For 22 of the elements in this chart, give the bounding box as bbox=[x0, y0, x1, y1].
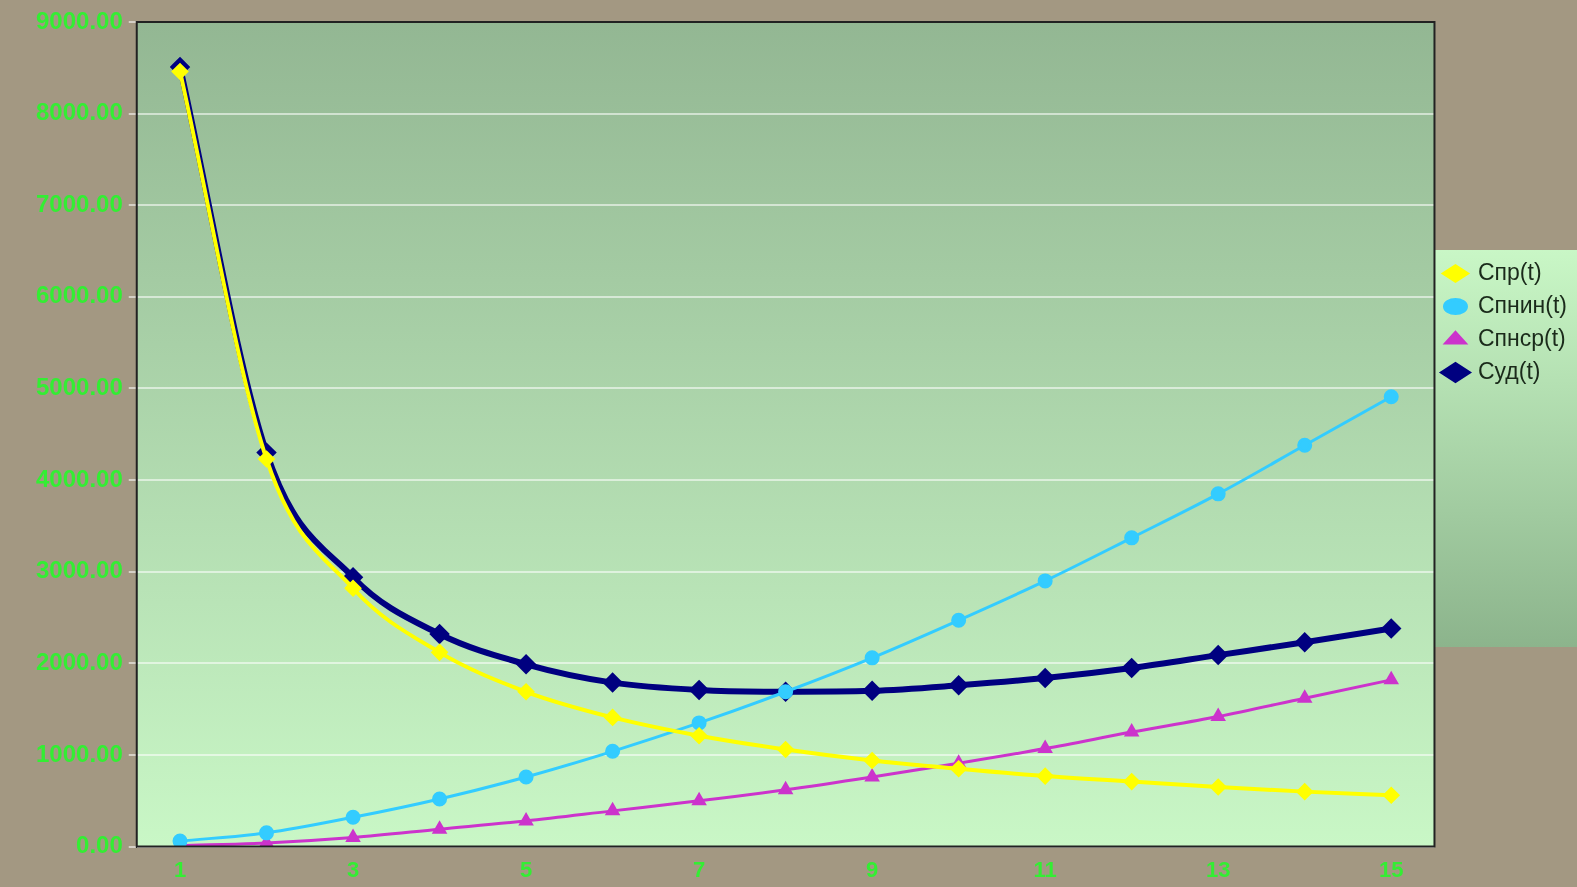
x-tick-label: 13 bbox=[1205, 856, 1231, 882]
legend-label: Спр(t) bbox=[1477, 258, 1542, 285]
y-tick-label: 4000.00 bbox=[35, 464, 123, 492]
x-tick-label: 15 bbox=[1378, 856, 1404, 882]
legend-label: Спнин(t) bbox=[1477, 291, 1568, 318]
legend-label: Суд(t) bbox=[1477, 357, 1541, 384]
x-tick-label: 11 bbox=[1033, 856, 1057, 882]
y-tick-label: 3000.00 bbox=[35, 556, 123, 584]
y-tick-label: 0.00 bbox=[76, 831, 123, 859]
y-tick-label: 9000.00 bbox=[35, 6, 123, 34]
y-tick-label: 1000.00 bbox=[35, 739, 123, 767]
x-tick-label: 1 bbox=[173, 856, 187, 882]
y-tick-label: 2000.00 bbox=[35, 647, 123, 675]
legend-label: Спнср(t) bbox=[1477, 324, 1566, 351]
y-tick-label: 8000.00 bbox=[35, 98, 123, 126]
x-tick-label: 7 bbox=[692, 856, 706, 882]
y-tick-label: 7000.00 bbox=[35, 189, 123, 217]
y-tick-label: 6000.00 bbox=[35, 281, 123, 309]
x-tick-label: 5 bbox=[519, 856, 533, 882]
y-tick-label: 5000.00 bbox=[35, 373, 123, 401]
x-tick-label: 3 bbox=[346, 856, 360, 882]
x-tick-label: 9 bbox=[866, 856, 879, 882]
